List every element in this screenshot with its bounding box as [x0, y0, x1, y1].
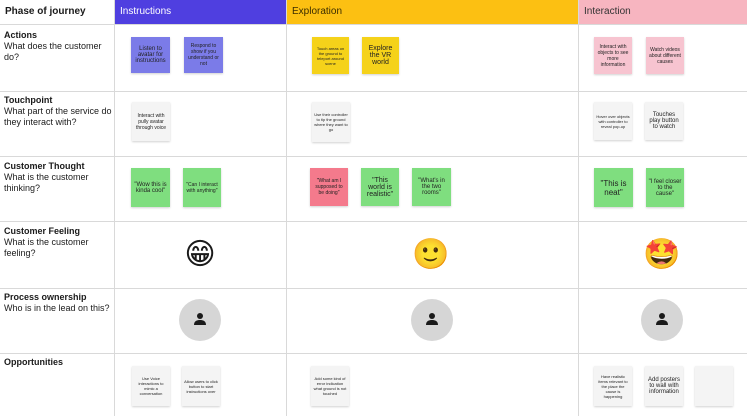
sticky-note[interactable]: Add some kind of error indication what g…: [311, 366, 349, 406]
avatar[interactable]: [411, 299, 453, 341]
sticky-note[interactable]: "This world is realistic": [361, 168, 399, 206]
sticky-note[interactable]: Use their controller to tip the ground w…: [312, 102, 350, 142]
column-divider: [578, 0, 579, 416]
row-label-opportunities: Opportunities: [4, 357, 112, 368]
sticky-note[interactable]: Allow users to click button to start ins…: [182, 366, 220, 406]
avatar[interactable]: [179, 299, 221, 341]
row-divider: [0, 221, 747, 222]
sticky-note[interactable]: "This is neat": [594, 168, 633, 207]
sticky-note[interactable]: Interact with objects to see more inform…: [594, 37, 632, 74]
person-icon: [194, 313, 206, 325]
grinning-face-emoji-icon: 😁: [184, 237, 216, 272]
sticky-note[interactable]: Explore the VR world: [362, 37, 399, 74]
person-icon: [426, 313, 438, 325]
sticky-note[interactable]: Add posters to wall with information: [645, 366, 683, 406]
sticky-note[interactable]: "Can I interact with anything": [183, 168, 221, 207]
row-subtitle: Who is in the lead on this?: [4, 303, 110, 313]
row-title: Touchpoint: [4, 95, 53, 105]
row-label-customer-feeling: Customer Feeling What is the customer fe…: [4, 226, 112, 259]
sticky-note-empty[interactable]: [695, 366, 733, 406]
sticky-note[interactable]: "Wow this is kinda cool": [131, 168, 170, 207]
row-divider: [0, 353, 747, 354]
sticky-note[interactable]: Listen to avatar for instructions: [131, 37, 170, 73]
sticky-note[interactable]: "What am I supposed to be doing": [310, 168, 348, 206]
phase-header-exploration[interactable]: Exploration: [287, 0, 578, 24]
sticky-note[interactable]: "I feel closer to the cause": [646, 168, 684, 207]
row-title: Customer Thought: [4, 161, 85, 171]
sticky-note[interactable]: Use Voice interactions to mimic a conver…: [132, 366, 170, 406]
row-label-process-ownership: Process ownership Who is in the lead on …: [4, 292, 112, 314]
sticky-note[interactable]: Have realistic items relevant to the pla…: [594, 366, 632, 406]
phase-of-journey-label: Phase of journey: [5, 6, 86, 17]
row-subtitle: What does the customer do?: [4, 41, 102, 62]
row-subtitle: What part of the service do they interac…: [4, 106, 112, 127]
row-divider: [0, 91, 747, 92]
star-struck-face-emoji-icon: 🤩: [643, 237, 681, 272]
avatar[interactable]: [641, 299, 683, 341]
column-divider: [286, 0, 287, 416]
row-label-touchpoint: Touchpoint What part of the service do t…: [4, 95, 112, 128]
phase-header-instructions[interactable]: Instructions: [115, 0, 286, 24]
row-label-actions: Actions What does the customer do?: [4, 30, 112, 63]
slightly-smiling-face-emoji-icon: 🙂: [412, 237, 450, 272]
phase-header-interaction[interactable]: Interaction: [579, 0, 747, 24]
sticky-note[interactable]: "What's in the two rooms": [412, 168, 451, 206]
row-label-customer-thought: Customer Thought What is the customer th…: [4, 161, 112, 194]
row-title: Customer Feeling: [4, 226, 81, 236]
row-divider: [0, 288, 747, 289]
row-title: Actions: [4, 30, 38, 40]
sticky-note[interactable]: Interact with pully avatar through voice: [132, 102, 170, 141]
sticky-note[interactable]: Touch areas on the ground to teleport ar…: [312, 37, 349, 74]
row-divider: [0, 24, 747, 25]
sticky-note[interactable]: Hover over objects with controller to re…: [594, 102, 632, 140]
row-subtitle: What is the customer thinking?: [4, 172, 89, 193]
sticky-note[interactable]: Watch videos about different causes: [646, 37, 684, 74]
row-title: Process ownership: [4, 292, 87, 302]
sticky-note[interactable]: Touches play button to watch: [645, 102, 683, 140]
row-divider: [0, 156, 747, 157]
row-subtitle: What is the customer feeling?: [4, 237, 89, 258]
sticky-note[interactable]: Respond to show if you understand or not: [184, 37, 223, 73]
person-icon: [656, 313, 668, 325]
row-title: Opportunities: [4, 357, 63, 367]
column-divider: [114, 0, 115, 416]
